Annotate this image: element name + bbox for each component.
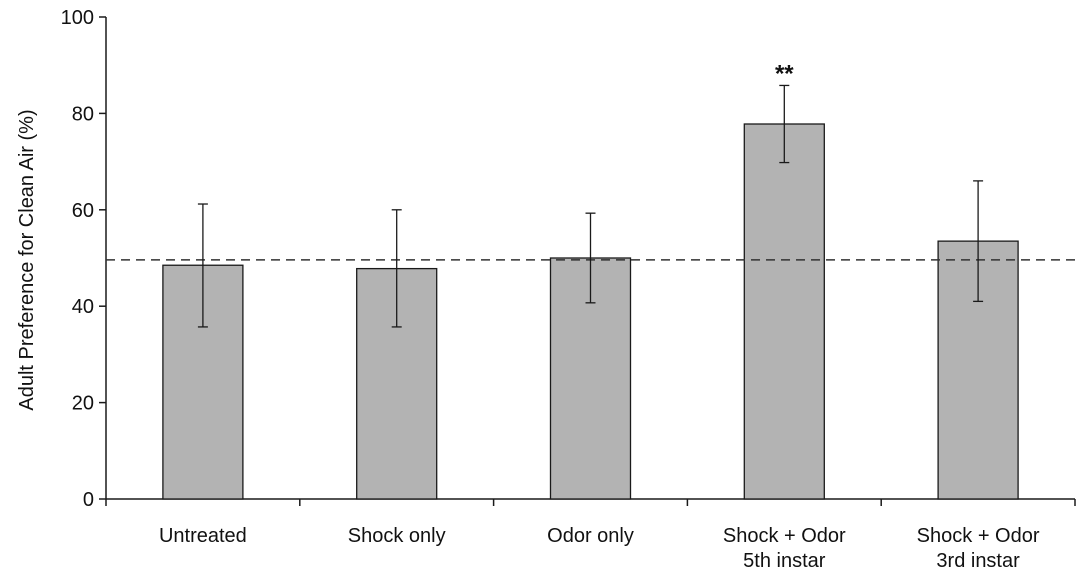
x-category-label-line: Untreated (159, 525, 247, 547)
x-category-label-line: Odor only (547, 525, 634, 547)
x-category-label: Shock only (348, 525, 446, 547)
y-axis-title: Adult Preference for Clean Air (%) (16, 109, 38, 410)
x-category-label-line: 3rd instar (936, 550, 1020, 572)
y-tick-label: 100 (61, 7, 94, 29)
x-category-label: Shock + Odor 5th instar (723, 525, 846, 572)
y-tick-label: 60 (72, 200, 94, 222)
y-tick-label: 0 (83, 489, 94, 511)
y-tick-label: 80 (72, 103, 94, 125)
error-bars (197, 84, 984, 328)
bar (743, 123, 825, 500)
x-category-label: Shock + Odor 3rd instar (917, 525, 1040, 572)
x-category-label-line: Shock + Odor (723, 525, 846, 547)
y-tick-label: 20 (72, 393, 94, 415)
y-ticks: 0 20 40 60 80 100 (61, 7, 106, 511)
x-category-label: Odor only (547, 525, 634, 547)
significance-label: ** (775, 60, 794, 87)
x-category-label: Untreated (159, 525, 247, 547)
x-ticks (105, 499, 1076, 506)
significance-markers: ** (775, 60, 794, 87)
y-tick-label: 40 (72, 296, 94, 318)
x-category-label-line: Shock + Odor (917, 525, 1040, 547)
x-category-label-line: Shock only (348, 525, 446, 547)
category-labels: Untreated Shock only Odor only Shock + Odor… (159, 525, 1040, 572)
bars (162, 123, 1019, 500)
x-category-label-line: 5th instar (743, 550, 826, 572)
